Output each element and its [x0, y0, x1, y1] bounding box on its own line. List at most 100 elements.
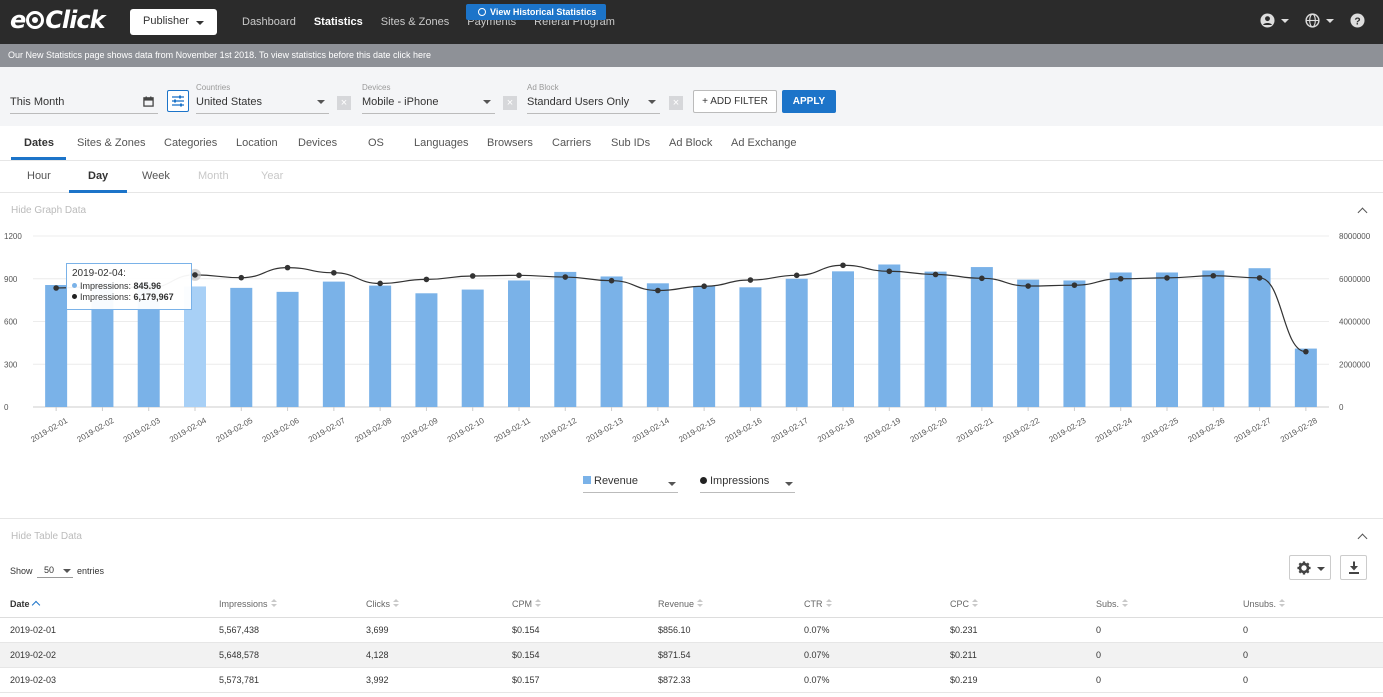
- svg-text:?: ?: [1354, 16, 1360, 27]
- hide-table-data-toggle[interactable]: Hide Table Data: [11, 531, 82, 542]
- top-right-icons: ?: [1260, 13, 1365, 28]
- tab-ad-block[interactable]: Ad Block: [669, 137, 713, 149]
- revenue-bar: [785, 278, 808, 407]
- calendar-icon[interactable]: [143, 96, 154, 107]
- tab-os[interactable]: OS: [368, 137, 384, 149]
- column-header-revenue[interactable]: Revenue: [658, 599, 704, 609]
- column-unsubs-label: Unsubs.: [1243, 599, 1277, 609]
- tab-week[interactable]: Week: [142, 170, 170, 182]
- column-header-cpm[interactable]: CPM: [512, 599, 541, 609]
- tooltip-impressions-value: 6,179,967: [133, 292, 174, 302]
- hide-graph-data-toggle[interactable]: Hide Graph Data: [11, 205, 87, 216]
- cell-cpc: $0.211: [950, 650, 977, 660]
- tab-categories[interactable]: Categories: [164, 137, 218, 149]
- table-settings-button[interactable]: [1289, 555, 1331, 580]
- download-button[interactable]: [1340, 555, 1367, 580]
- publisher-label: Publisher: [143, 15, 189, 27]
- countries-select[interactable]: United States: [196, 96, 263, 108]
- impressions-point: [1256, 275, 1263, 281]
- user-menu[interactable]: [1260, 13, 1289, 28]
- impressions-point: [701, 283, 707, 290]
- entries-select[interactable]: 50: [37, 562, 73, 578]
- legend-revenue-label: Revenue: [594, 475, 639, 487]
- tooltip-revenue-value: 845.96: [133, 281, 162, 291]
- x-tick-label: 2019-02-09: [399, 416, 439, 445]
- x-tick-label: 2019-02-06: [261, 416, 301, 445]
- x-tick-label: 2019-02-18: [816, 416, 856, 445]
- add-filter-button[interactable]: + ADD FILTER: [693, 90, 777, 113]
- revenue-bar: [970, 267, 993, 407]
- x-tick-label: 2019-02-14: [631, 416, 671, 445]
- help-button[interactable]: ?: [1350, 13, 1365, 28]
- view-historical-statistics-button[interactable]: View Historical Statistics: [466, 4, 607, 20]
- publisher-dropdown[interactable]: Publisher: [130, 9, 217, 35]
- tab-sub-ids[interactable]: Sub IDs: [611, 137, 651, 149]
- top-navbar: e Click Publisher Dashboard Statistics Si…: [0, 0, 1383, 44]
- revenue-impressions-chart: 0 300 600 900 1200 0 2000000 4000000 6000000 8000…: [4, 232, 1371, 445]
- apply-button[interactable]: APPLY: [782, 90, 836, 113]
- column-header-impressions[interactable]: Impressions: [219, 599, 277, 609]
- revenue-bar: [600, 276, 623, 407]
- history-icon: [478, 8, 486, 16]
- legend-impressions-select[interactable]: Impressions: [700, 475, 795, 493]
- column-header-date[interactable]: Date: [10, 599, 40, 610]
- x-tick-label: 2019-02-05: [214, 416, 254, 445]
- show-label: Show: [10, 566, 33, 576]
- tab-browsers[interactable]: Browsers: [487, 137, 533, 149]
- gear-icon: [1297, 561, 1311, 575]
- tab-location[interactable]: Location: [236, 137, 278, 149]
- adblock-select[interactable]: Standard Users Only: [527, 96, 630, 108]
- tab-day[interactable]: Day: [88, 170, 109, 182]
- tab-languages[interactable]: Languages: [414, 137, 469, 149]
- impressions-point: [562, 274, 569, 280]
- tab-devices[interactable]: Devices: [298, 137, 338, 149]
- x-tick-label: 2019-02-04: [168, 416, 208, 445]
- countries-underline: [196, 113, 329, 114]
- column-header-cpc[interactable]: CPC: [950, 599, 979, 609]
- cell-date: 2019-02-01: [10, 625, 57, 635]
- chevron-down-icon: [1281, 18, 1289, 23]
- section-divider: [0, 518, 1383, 519]
- tab-sites-zones[interactable]: Sites & Zones: [77, 137, 146, 149]
- clear-countries-icon[interactable]: ×: [337, 96, 351, 110]
- chevron-down-icon: [63, 569, 71, 573]
- language-menu[interactable]: [1305, 13, 1334, 28]
- nav-sites-zones[interactable]: Sites & Zones: [380, 16, 450, 28]
- impressions-point: [932, 271, 939, 278]
- exoclick-logo[interactable]: e Click: [10, 6, 106, 34]
- legend-revenue-select[interactable]: Revenue: [583, 475, 678, 493]
- filter-settings-button[interactable]: [167, 90, 189, 112]
- clear-adblock-icon[interactable]: ×: [669, 96, 683, 110]
- column-date-label: Date: [10, 599, 30, 609]
- tab-month: Month: [198, 170, 229, 182]
- impressions-point: [377, 280, 383, 287]
- chevron-down-icon: [785, 482, 793, 486]
- tab-hour[interactable]: Hour: [27, 170, 51, 182]
- revenue-bar: [924, 271, 947, 407]
- clear-devices-icon[interactable]: ×: [503, 96, 517, 110]
- cell-impressions: 5,567,438: [219, 625, 260, 635]
- tab-dates[interactable]: Dates: [24, 137, 54, 149]
- revenue-bar: [1202, 270, 1225, 407]
- nav-dashboard[interactable]: Dashboard: [242, 16, 296, 28]
- revenue-bar: [461, 289, 484, 407]
- collapse-table-icon[interactable]: [1357, 533, 1368, 544]
- devices-select[interactable]: Mobile - iPhone: [362, 96, 439, 108]
- nav-statistics[interactable]: Statistics: [313, 16, 363, 28]
- column-header-ctr[interactable]: CTR: [804, 599, 832, 609]
- cell-cpm: $0.154: [512, 625, 540, 635]
- tab-carriers[interactable]: Carriers: [552, 137, 592, 149]
- y-left-tick-label: 0: [4, 403, 9, 412]
- column-header-clicks[interactable]: Clicks: [366, 599, 399, 609]
- revenue-bar: [1294, 348, 1317, 407]
- tab-ad-exchange[interactable]: Ad Exchange: [731, 137, 797, 149]
- impressions-swatch-icon: [700, 477, 707, 484]
- collapse-graph-icon[interactable]: [1357, 207, 1368, 218]
- column-header-unsubs[interactable]: Unsubs.: [1243, 599, 1286, 609]
- column-header-subs[interactable]: Subs.: [1096, 599, 1129, 609]
- x-tick-label: 2019-02-03: [122, 416, 162, 445]
- impressions-point: [516, 272, 522, 279]
- sort-icon: [1279, 599, 1286, 608]
- date-range-value[interactable]: This Month: [10, 96, 65, 108]
- revenue-bar: [276, 291, 299, 407]
